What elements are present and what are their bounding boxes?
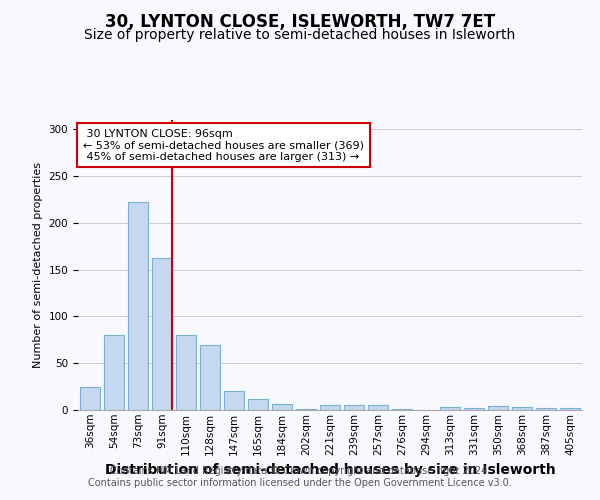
Bar	[440, 407, 460, 410]
Text: 30, LYNTON CLOSE, ISLEWORTH, TW7 7ET: 30, LYNTON CLOSE, ISLEWORTH, TW7 7ET	[105, 12, 495, 30]
Bar	[80, 386, 100, 410]
Bar	[512, 407, 532, 410]
Bar	[320, 406, 340, 410]
Bar	[488, 406, 508, 410]
Bar	[392, 409, 412, 410]
Bar	[272, 404, 292, 410]
Bar	[152, 258, 172, 410]
Bar	[344, 406, 364, 410]
Bar	[200, 344, 220, 410]
Bar	[104, 335, 124, 410]
Bar	[296, 409, 316, 410]
Bar	[536, 408, 556, 410]
X-axis label: Distribution of semi-detached houses by size in Isleworth: Distribution of semi-detached houses by …	[104, 463, 556, 477]
Bar	[248, 399, 268, 410]
Bar	[176, 335, 196, 410]
Bar	[128, 202, 148, 410]
Bar	[368, 406, 388, 410]
Bar	[224, 392, 244, 410]
Y-axis label: Number of semi-detached properties: Number of semi-detached properties	[33, 162, 43, 368]
Text: Size of property relative to semi-detached houses in Isleworth: Size of property relative to semi-detach…	[85, 28, 515, 42]
Bar	[464, 408, 484, 410]
Text: 30 LYNTON CLOSE: 96sqm
← 53% of semi-detached houses are smaller (369)
 45% of s: 30 LYNTON CLOSE: 96sqm ← 53% of semi-det…	[83, 128, 364, 162]
Text: Contains HM Land Registry data © Crown copyright and database right 2024.
Contai: Contains HM Land Registry data © Crown c…	[88, 466, 512, 487]
Bar	[560, 408, 580, 410]
